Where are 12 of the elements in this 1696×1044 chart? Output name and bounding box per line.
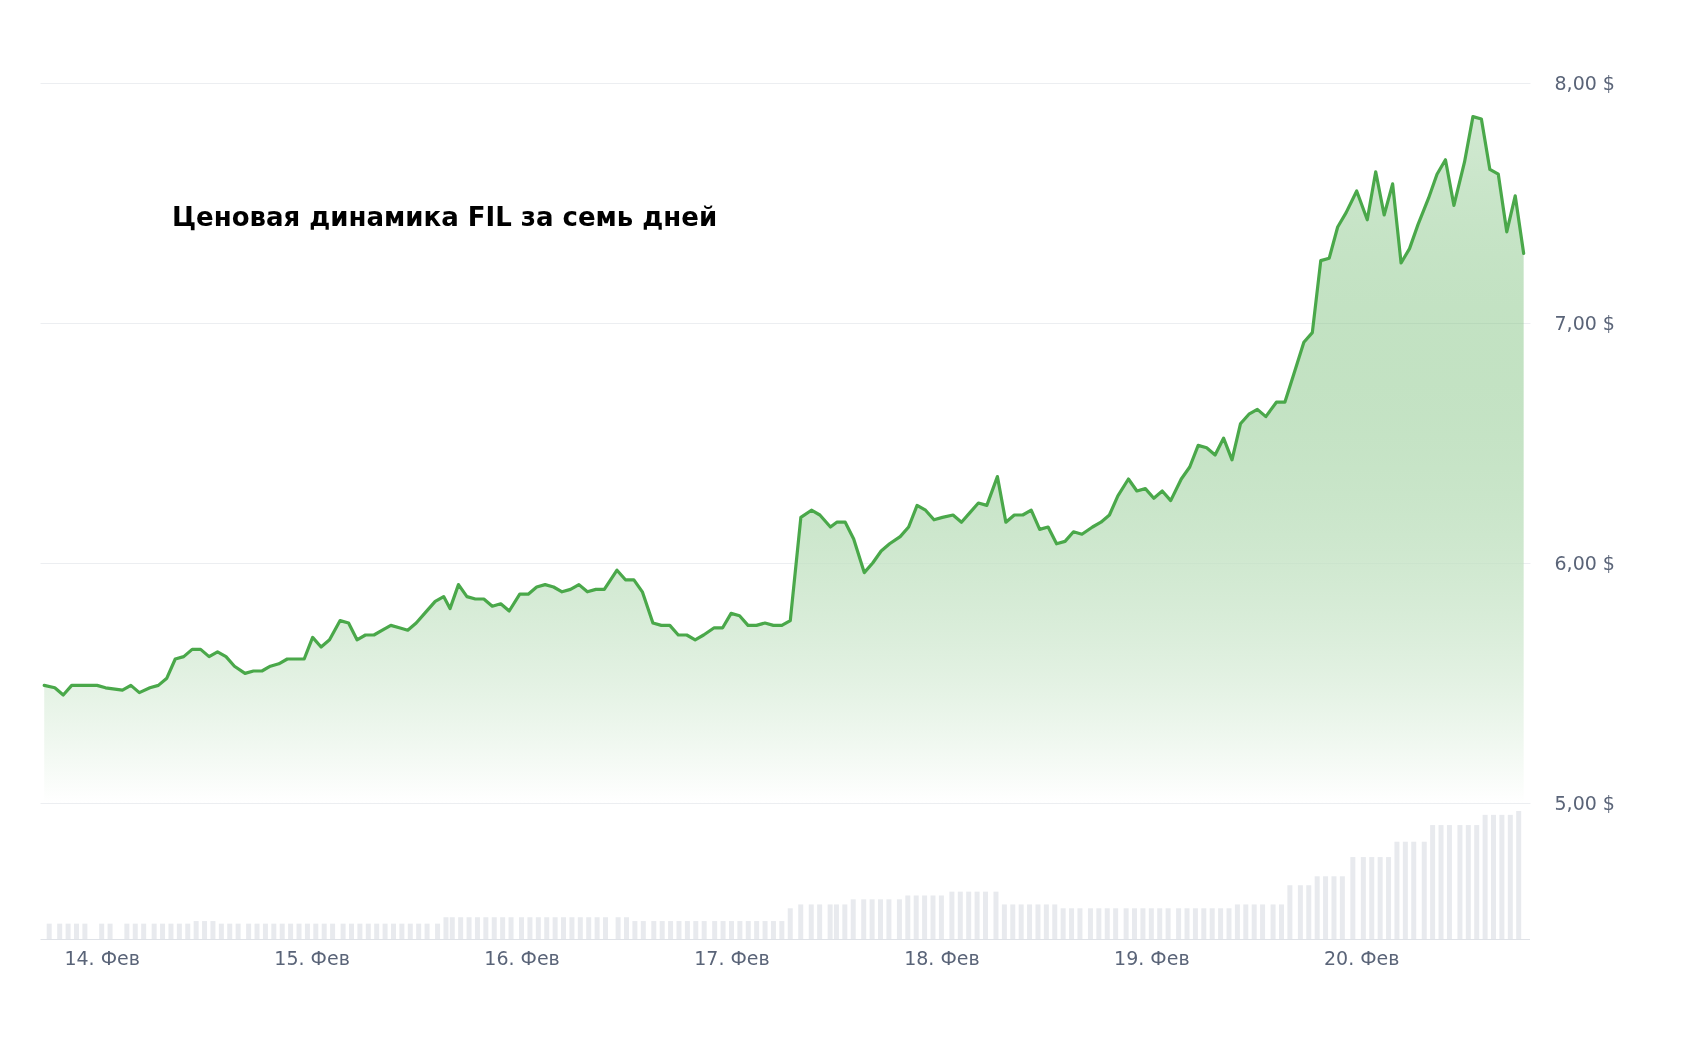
y-tick-label: 6,00 $: [1554, 551, 1615, 574]
text: Ценовая динамика FIL за семь дней: [172, 202, 718, 232]
x-tick-label: 18. Фев: [904, 946, 980, 969]
x-tick-label: 20. Фев: [1324, 946, 1400, 969]
x-tick-label: 19. Фев: [1114, 946, 1190, 969]
x-tick-label: 17. Фев: [694, 946, 770, 969]
x-tick-label: 15. Фев: [274, 946, 350, 969]
x-tick-label: 16. Фев: [484, 946, 560, 969]
y-tick-label: 8,00 $: [1554, 71, 1615, 94]
x-tick-label: 14. Фев: [64, 946, 140, 969]
y-tick-label: 5,00 $: [1554, 791, 1615, 814]
y-tick-label: 7,00 $: [1554, 311, 1615, 334]
